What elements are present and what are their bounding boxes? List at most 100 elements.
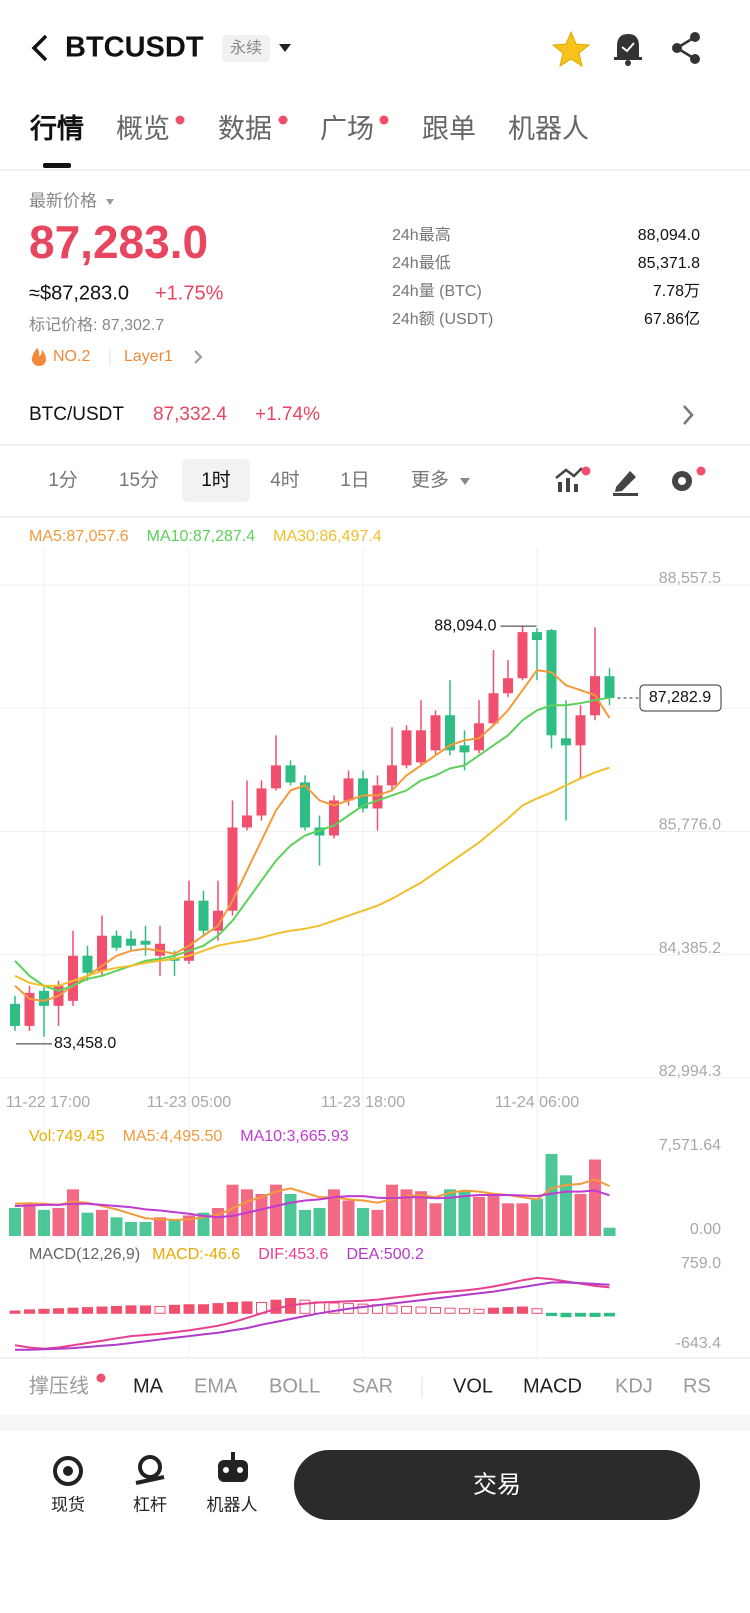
rank[interactable]: NO.2 (53, 348, 90, 365)
alert-bell[interactable] (614, 34, 642, 66)
symbol-dropdown[interactable] (279, 44, 291, 52)
y-tick-label: 84,385.2 (659, 940, 721, 957)
low-label: 83,458.0 (54, 1035, 116, 1052)
candle-body (430, 715, 441, 751)
tab[interactable]: 行情 (29, 113, 84, 144)
tab[interactable]: 广场 (320, 114, 374, 144)
indicator-title: MACD(12,26,9) (29, 1246, 140, 1263)
indicator[interactable]: VOL (453, 1375, 493, 1397)
stat-label: 24h额 (USDT) (392, 310, 493, 328)
interval[interactable]: 1时 (201, 469, 231, 491)
tab[interactable]: 数据 (218, 114, 272, 144)
legend-entry: DEA:500.2 (346, 1246, 423, 1263)
macd-bar (459, 1308, 470, 1314)
macd-bar (111, 1305, 122, 1314)
macd-bar (502, 1307, 514, 1314)
draw-icon[interactable] (613, 471, 638, 496)
interval[interactable]: 4时 (270, 469, 300, 491)
stat-value: 85,371.8 (638, 255, 700, 272)
macd-bar (82, 1307, 93, 1314)
candle-body (401, 730, 412, 766)
volume-bar (429, 1203, 442, 1236)
back-button[interactable] (31, 34, 48, 62)
x-tick-label: 11-22 17:00 (6, 1094, 90, 1111)
candle-body (10, 1003, 20, 1026)
volume-bar (284, 1194, 297, 1236)
volume-bar (400, 1189, 413, 1236)
macd-bar (154, 1305, 166, 1314)
indicator[interactable]: EMA (194, 1375, 238, 1397)
macd-bar (9, 1310, 21, 1314)
interval[interactable]: 1分 (48, 469, 78, 491)
indicator[interactable]: MACD (523, 1375, 582, 1397)
bot-icon[interactable] (218, 1452, 248, 1482)
volume-bar (226, 1184, 239, 1236)
share-button[interactable] (672, 32, 700, 64)
settings-icon[interactable] (672, 466, 706, 492)
candle-body (387, 765, 397, 786)
indicator-icon[interactable] (555, 466, 591, 493)
macd-bar (96, 1306, 108, 1314)
interval[interactable]: 15分 (119, 469, 159, 491)
trade-button[interactable] (294, 1450, 700, 1520)
candle-body (39, 990, 49, 1006)
spot-icon[interactable] (53, 1456, 83, 1486)
margin-icon[interactable] (135, 1455, 165, 1485)
macd-bar (212, 1303, 224, 1314)
volume-bar (9, 1208, 21, 1236)
volume-bar (81, 1212, 94, 1236)
spot-chevron[interactable] (683, 405, 694, 425)
volume-bar (125, 1221, 137, 1236)
indicator[interactable]: RSI (683, 1375, 716, 1397)
stat-value: 67.86亿 (644, 310, 700, 328)
macd-bar (488, 1307, 499, 1314)
tab[interactable]: 跟单 (422, 114, 476, 144)
volume-bar (531, 1198, 543, 1236)
macd-bar (415, 1306, 427, 1314)
interval[interactable]: 更多 (411, 469, 449, 491)
stat-value: 7.78万 (653, 283, 700, 300)
high-label: 88,094.0 (434, 617, 496, 634)
macd-bar (241, 1301, 253, 1314)
nav-label[interactable]: 杠杆 (133, 1495, 167, 1514)
macd-bar (198, 1304, 209, 1314)
indicator[interactable]: SAR (352, 1375, 393, 1397)
candle-body (256, 788, 267, 816)
favorite-star[interactable] (551, 30, 591, 68)
nav-label[interactable]: 机器人 (207, 1495, 258, 1514)
nav-label[interactable]: 现货 (51, 1495, 85, 1514)
macd-bar (169, 1304, 180, 1314)
indicator[interactable]: 撑压线 (29, 1374, 89, 1397)
sector-tag[interactable]: Layer1 (124, 348, 173, 365)
usd-price: ≈$87,283.0 (29, 282, 129, 304)
trade-button-label[interactable]: 交易 (473, 1471, 521, 1498)
interval-selected-bg (182, 459, 250, 502)
rank-icon (31, 348, 46, 366)
volume-bar (52, 1208, 65, 1236)
candle-body (285, 765, 296, 783)
tab[interactable]: 概览 (116, 114, 170, 144)
interval[interactable]: 1日 (340, 470, 370, 491)
indicator[interactable]: BOLL (269, 1375, 320, 1397)
indicator[interactable]: MA (133, 1375, 164, 1397)
volume-bar (328, 1189, 340, 1236)
indicator-line (15, 1281, 610, 1351)
volume-bar (168, 1219, 181, 1236)
spot-pair[interactable]: BTC/USDT (29, 404, 124, 425)
price-label[interactable]: 最新价格 (29, 191, 97, 210)
spacer (0, 1415, 750, 1431)
macd-bar (473, 1308, 485, 1314)
legend-entry: MA10:3,665.93 (240, 1128, 349, 1145)
volume-bar (458, 1191, 471, 1236)
volume-bar (487, 1194, 500, 1236)
volume-bar (545, 1153, 558, 1236)
candle-body (126, 938, 136, 946)
price-change: +1.75% (155, 282, 224, 304)
tab[interactable]: 机器人 (508, 114, 589, 144)
spot-change: +1.74% (255, 404, 320, 425)
candle-body (213, 910, 223, 931)
indicator[interactable]: KDJ (615, 1375, 653, 1397)
stat-label: 24h最低 (392, 254, 451, 272)
macd-bar (67, 1307, 79, 1314)
